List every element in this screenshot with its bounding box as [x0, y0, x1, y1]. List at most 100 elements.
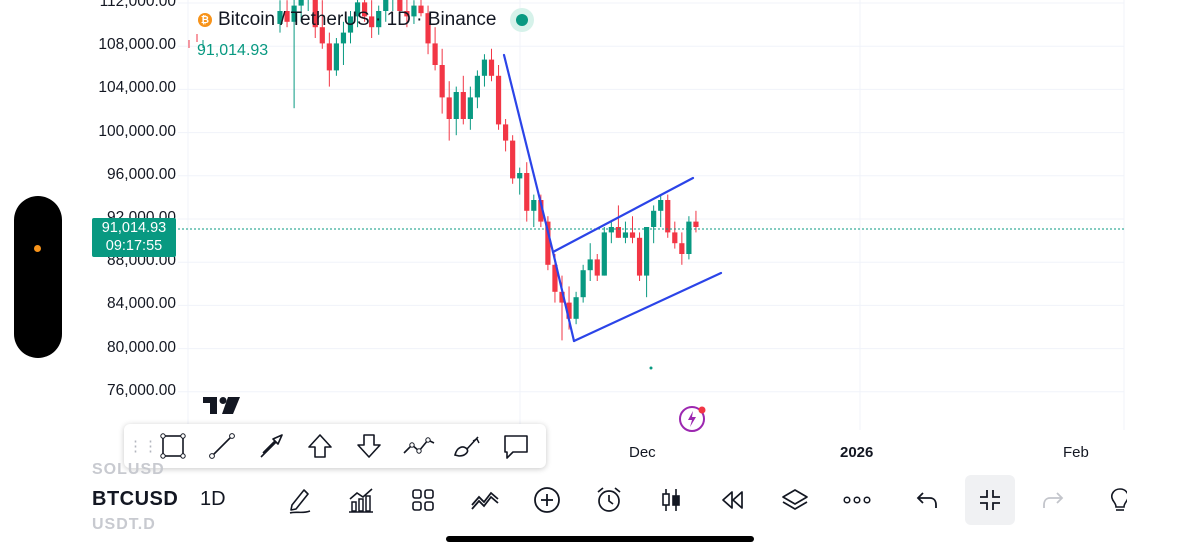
tradingview-logo [203, 397, 240, 414]
candle-body [291, 5, 297, 22]
y-axis-label: 100,000.00 [98, 122, 176, 140]
more-icon[interactable] [837, 482, 877, 518]
candle-body [622, 232, 629, 238]
candle-body [495, 75, 502, 125]
redo-icon[interactable] [1032, 482, 1072, 518]
home-indicator [446, 536, 754, 542]
drawn-wedge-lines [502, 53, 723, 343]
candle-body [629, 232, 636, 238]
candle-body [369, 16, 375, 28]
candle-body [651, 210, 657, 227]
symbol-legend[interactable]: ₿ Bitcoin / TetherUS · 1D · Binance [190, 8, 535, 32]
arrow-down-icon[interactable] [344, 424, 393, 468]
drag-handle-icon[interactable]: ⋮⋮ [128, 438, 158, 455]
candle-body [481, 59, 488, 76]
wedge-trend-line [572, 271, 723, 343]
candle-body [453, 92, 459, 119]
candle-body [531, 200, 537, 211]
y-axis-label: 96,000.00 [107, 165, 176, 183]
y-axis-label: 80,000.00 [107, 338, 176, 356]
brush-icon[interactable] [442, 424, 491, 468]
add-icon[interactable] [527, 482, 567, 518]
y-axis-label: 104,000.00 [98, 79, 176, 97]
y-axis-label: 76,000.00 [107, 381, 176, 399]
x-label-2026: 2026 [840, 444, 874, 461]
candle-body [333, 43, 339, 71]
side-panel-handle[interactable] [14, 196, 62, 358]
lightbulb-icon[interactable] [1105, 482, 1127, 518]
candle-body [510, 140, 516, 179]
candle-body [397, 0, 403, 12]
event-marker [649, 366, 653, 370]
candle-body [601, 232, 607, 276]
candle-body [545, 221, 551, 265]
candle-body [517, 173, 523, 179]
candle-body [354, 2, 361, 17]
legend-title: Bitcoin / TetherUS · 1D · Binance [218, 9, 497, 30]
candlesticks [188, 0, 699, 341]
path-icon[interactable] [393, 424, 442, 468]
arrow-up-icon[interactable] [295, 424, 344, 468]
trend-line-icon[interactable] [197, 424, 246, 468]
price-tag-countdown: 09:17:55 [105, 238, 163, 254]
collapse-icon[interactable] [965, 475, 1015, 525]
candle-body [312, 0, 318, 28]
next-symbol-ghost[interactable]: USDT.D [92, 516, 156, 533]
notification-dot [34, 245, 41, 252]
alarm-icon[interactable] [589, 482, 629, 518]
candle-body [552, 264, 558, 292]
candle-body [347, 16, 354, 33]
candle-body [608, 227, 614, 233]
candle-body [376, 11, 382, 28]
candle-body [277, 11, 283, 24]
candle-body [460, 92, 466, 119]
rectangle-icon[interactable] [148, 424, 197, 468]
layers-icon[interactable] [775, 482, 815, 518]
replay-icon[interactable] [713, 482, 753, 518]
candle-body [587, 259, 593, 271]
wedge-trend-line [551, 250, 576, 343]
interval-selector[interactable]: 1D [200, 488, 226, 510]
market-status-icon[interactable] [510, 8, 535, 32]
candle-body [644, 227, 650, 276]
candle-body [432, 43, 438, 65]
symbol-selector[interactable]: BTCUSD [92, 488, 179, 510]
wedge-trend-line [502, 53, 555, 254]
candle-body [566, 302, 572, 319]
candle-body [326, 43, 332, 71]
candle-body [615, 227, 621, 238]
candle-body [467, 97, 473, 119]
callout-icon[interactable] [491, 424, 540, 468]
candle-body [693, 221, 699, 227]
previous-symbol-ghost[interactable]: SOLUSD [92, 461, 165, 478]
flash-alert-icon[interactable] [678, 404, 708, 434]
candle-body [524, 173, 530, 211]
candle-body [425, 13, 431, 44]
grid-layout-icon[interactable] [403, 482, 443, 518]
drawing-toolbar: ⋮⋮ [124, 424, 546, 468]
x-label-feb: Feb [1063, 444, 1089, 461]
y-axis-label: 112,000.00 [99, 0, 176, 10]
indicators-icon[interactable] [341, 482, 381, 518]
last-price-tag: 91,014.93 09:17:55 [92, 218, 176, 257]
pen-icon[interactable] [279, 482, 319, 518]
candle-body [594, 259, 600, 276]
legend-last-price: 91,014.93 [197, 42, 269, 59]
candle-body [404, 11, 410, 17]
undo-icon[interactable] [908, 482, 948, 518]
bitcoin-icon: ₿ [198, 13, 212, 27]
candle-body [686, 221, 692, 254]
candle-body [672, 232, 678, 244]
candle-body [538, 200, 544, 222]
candle-body [362, 2, 368, 17]
candle-body [474, 75, 480, 98]
x-label-dec: Dec [629, 444, 656, 461]
arrow-icon[interactable] [246, 424, 295, 468]
chart-type-icon[interactable] [465, 482, 505, 518]
candle-body [636, 237, 643, 276]
candle-body [340, 32, 347, 44]
y-axis-label: 108,000.00 [98, 36, 176, 54]
candle-icon[interactable] [651, 482, 691, 518]
candle-body [418, 5, 424, 14]
